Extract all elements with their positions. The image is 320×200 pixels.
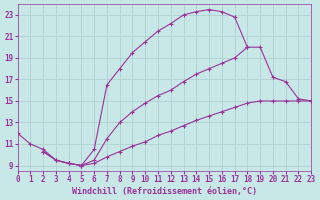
X-axis label: Windchill (Refroidissement éolien,°C): Windchill (Refroidissement éolien,°C) — [72, 187, 257, 196]
